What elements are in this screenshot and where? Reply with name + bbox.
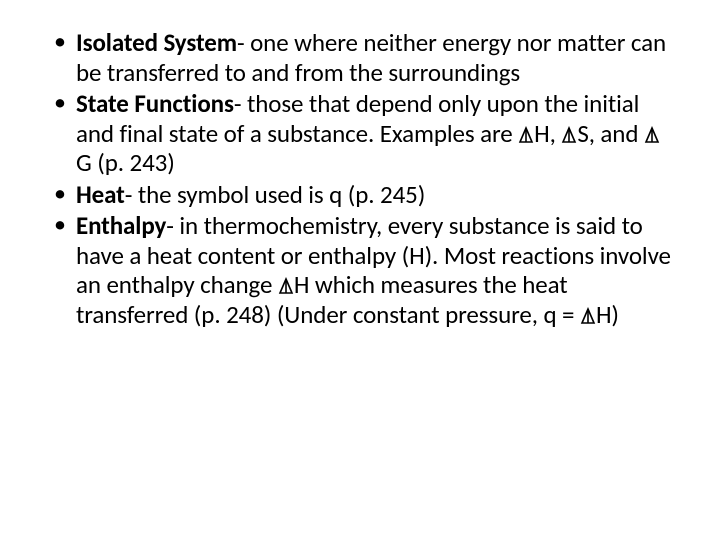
- term-label: Heat: [76, 179, 125, 210]
- delta-icon: [278, 270, 294, 300]
- term-label: State Functions: [76, 88, 234, 119]
- definition-text: - the symbol used is q (p. 245): [125, 179, 426, 210]
- delta-icon: [644, 119, 660, 149]
- term-label: Isolated System: [76, 27, 237, 58]
- definition-text: S, and: [577, 118, 644, 149]
- term-label: Enthalpy: [76, 210, 166, 241]
- delta-icon: [518, 119, 534, 149]
- slide: Isolated System- one where neither energ…: [0, 0, 720, 540]
- bullet-list: Isolated System- one where neither energ…: [48, 28, 672, 329]
- list-item: State Functions- those that depend only …: [48, 89, 672, 178]
- list-item: Heat- the symbol used is q (p. 245): [48, 180, 672, 210]
- definition-text: H): [596, 299, 619, 330]
- delta-icon: [561, 119, 577, 149]
- delta-icon: [580, 300, 596, 330]
- list-item: Isolated System- one where neither energ…: [48, 28, 672, 87]
- definition-text: H,: [534, 118, 561, 149]
- definition-text: G (p. 243): [76, 147, 175, 178]
- list-item: Enthalpy- in thermochemistry, every subs…: [48, 211, 672, 329]
